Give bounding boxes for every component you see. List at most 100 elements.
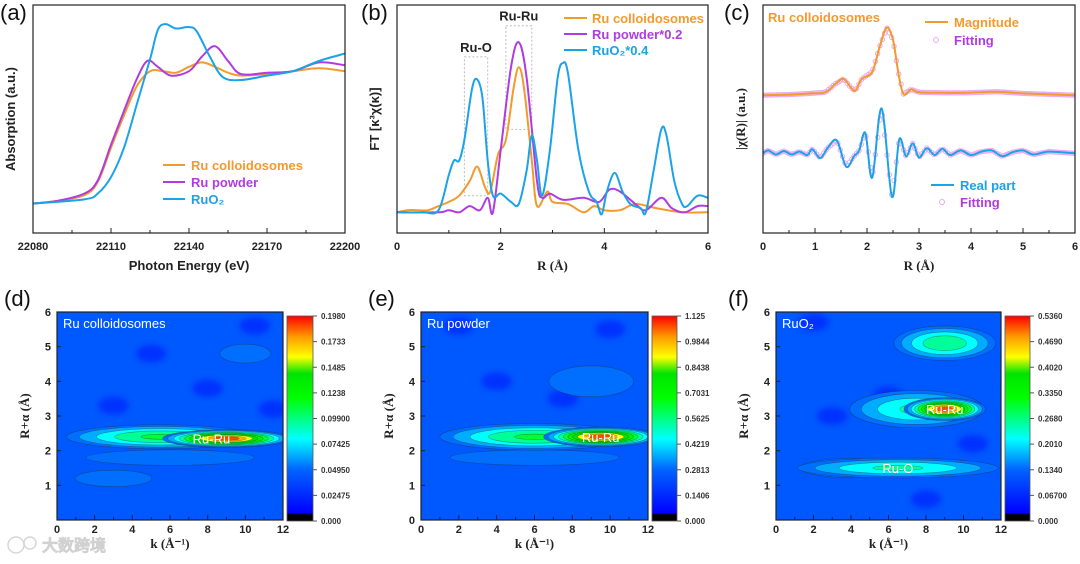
y-axis-label: R+α (Å) [17, 393, 32, 438]
y-tick-label: 4 [45, 376, 52, 388]
heatmap-contour [219, 343, 272, 364]
x-tick-label: 4 [601, 241, 608, 253]
x-tick-label: 0 [54, 524, 60, 536]
colorbar-tick-label: 0.5360 [1038, 312, 1063, 321]
x-axis-label: k (Å⁻¹) [150, 536, 189, 551]
legend-item: Ru colloidosomes [564, 11, 704, 26]
x-tick-label: 12 [642, 524, 654, 536]
panel-label-a: (a) [0, 0, 27, 25]
y-tick-label: 6 [409, 307, 415, 319]
x-tick-label: 0 [760, 241, 766, 253]
x-tick-label: 6 [1072, 241, 1078, 253]
colorbar-tick-label: 1.125 [685, 312, 706, 321]
series-line-ru-powder-0-2 [397, 41, 708, 215]
y-tick-label: 1 [764, 480, 770, 492]
legend-item: Magnitude [925, 15, 1019, 30]
x-axis-label: k (Å⁻¹) [869, 536, 908, 551]
x-tick-label: 0 [394, 241, 400, 253]
series-line-ruo-0-4 [397, 61, 708, 216]
svg-text:Ru colloidosomes: Ru colloidosomes [191, 158, 303, 173]
x-tick-label: 0 [773, 524, 779, 536]
fit-marker [763, 150, 766, 157]
chart-c: 0 1 2 3 4 5 6 R (Å) |χ(R)| (a.u.) Ru colloidosome… [733, 4, 1078, 273]
heatmap-low-region [98, 396, 129, 415]
plot-frame [762, 4, 1076, 234]
series-line-ru-powder [33, 45, 345, 205]
colorbar-tick-label: 0.7031 [685, 389, 710, 398]
x-tick-label: 8 [569, 524, 575, 536]
x-tick-label: 12 [995, 524, 1007, 536]
legend-item: Ru powder [163, 175, 258, 190]
y-tick-label: 3 [409, 411, 415, 423]
y-tick-label: 1 [45, 480, 51, 492]
x-tick-label: 2 [810, 524, 816, 536]
svg-text:大数跨境: 大数跨境 [42, 536, 106, 555]
heatmap-contour [872, 465, 924, 471]
y-axis-label: Absorption (a.u.) [3, 67, 18, 171]
y-axis-label: FT [κ³χ(κ)] [367, 87, 382, 150]
legend-item: Ru colloidosomes [163, 158, 303, 173]
colorbar-tick-label: 0.09900 [321, 415, 350, 424]
heatmap-contour [449, 449, 620, 466]
svg-text:Ru powder*0.2: Ru powder*0.2 [592, 27, 682, 42]
y-axis-label: R+α (Å) [736, 393, 751, 438]
y-tick-label: 5 [45, 342, 51, 354]
colorbar-tick-label: 0.1238 [321, 389, 346, 398]
colorbar-tick-label: 0.3350 [1038, 389, 1063, 398]
colorbar-tick-label: 0.02475 [321, 491, 350, 500]
series-line-magnitude [763, 26, 1075, 97]
x-tick-label: 22140 [174, 241, 205, 253]
heatmap-contour [85, 449, 255, 466]
x-tick-label: 12 [277, 524, 289, 536]
fit-marker [910, 140, 916, 147]
x-axis-label: R (Å) [904, 258, 935, 273]
y-tick-label: 2 [45, 446, 51, 458]
heatmap-contour [589, 434, 613, 440]
colorbar-tick-label: 0.07425 [321, 440, 350, 449]
annotation-box [505, 25, 533, 130]
x-tick-label: 8 [923, 524, 929, 536]
series-line-ruo- [33, 23, 345, 205]
y-tick-label: 0 [409, 515, 415, 527]
heatmap-low-region [443, 317, 474, 335]
x-tick-label: 22170 [252, 241, 283, 253]
annotation-label: Ru-Ru [499, 9, 538, 24]
heatmap-title: RuO₂ [782, 316, 814, 331]
annotation-label: Ru-O [460, 40, 492, 55]
y-tick-label: 1 [409, 480, 415, 492]
colorbar-tick-label: 0.04950 [321, 466, 350, 475]
peak-label: Ru-O [882, 461, 913, 476]
svg-text:RuO₂*0.4: RuO₂*0.4 [592, 43, 649, 58]
series-line-ru-colloidosomes [33, 61, 345, 205]
svg-text:Fitting: Fitting [960, 195, 1000, 210]
heatmap-low-region [136, 344, 167, 363]
colorbar-tick-label: 0.1980 [321, 312, 346, 321]
heatmap-low-region [595, 320, 626, 339]
colorbar-tick-label: 0.1406 [685, 491, 710, 500]
x-tick-label: 10 [239, 524, 251, 536]
x-tick-label: 22200 [330, 241, 361, 253]
heatmap-title: Ru powder [427, 316, 491, 331]
x-tick-label: 4 [494, 524, 501, 536]
colorbar-tick-label: 0.9844 [685, 338, 710, 347]
x-tick-label: 6 [167, 524, 173, 536]
panel-label-f: (f) [728, 286, 749, 311]
peak-label: Ru-Ru [193, 432, 231, 447]
chart-a: 22080 22110 22140 22170 22200 Photon Energy (… [3, 4, 361, 273]
x-tick-label: 0 [418, 524, 424, 536]
heatmap-low-region [817, 407, 848, 425]
y-tick-label: 2 [764, 446, 770, 458]
colorbar-tick-label: 0.8438 [685, 363, 710, 372]
colorbar-tick-label: 0.000 [685, 517, 706, 526]
peak-label: Ru-Ru [582, 430, 620, 445]
y-tick-label: 5 [764, 342, 770, 354]
y-tick-label: 4 [409, 376, 416, 388]
colorbar-tick-label: 0.4690 [1038, 338, 1063, 347]
legend-item: Real part [931, 178, 1016, 193]
heatmap-low-region [957, 435, 988, 453]
colorbar-tick-label: 0.4020 [1038, 363, 1063, 372]
colorbar-tick-label: 0.000 [1038, 517, 1059, 526]
heatmap-contour [922, 335, 967, 351]
x-axis-label: Photon Energy (eV) [129, 258, 250, 273]
